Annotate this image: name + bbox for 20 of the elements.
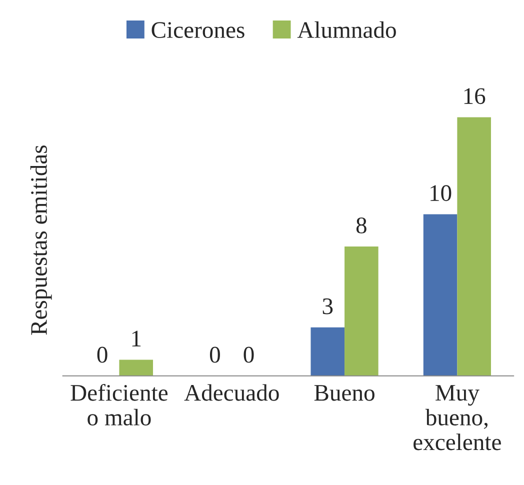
x-tick-label: Adecuado	[184, 384, 279, 401]
bar	[423, 214, 458, 376]
legend-label: Cicerones	[152, 22, 244, 38]
data-label: 0	[97, 346, 108, 363]
data-label: 8	[356, 217, 366, 234]
data-label: 3	[322, 298, 333, 314]
x-tick-label: Muy bueno, excelente	[414, 385, 501, 450]
bar	[457, 117, 491, 376]
data-label: 1	[132, 330, 141, 346]
bar	[119, 360, 154, 376]
y-axis-title: Respuestas emitidas	[30, 146, 52, 335]
data-label: 0	[210, 346, 220, 363]
data-label: 10	[430, 185, 452, 202]
bar	[344, 246, 378, 376]
bar	[310, 327, 345, 376]
x-tick-label: Deficiente o malo	[70, 384, 168, 426]
data-label: 0	[244, 346, 254, 363]
data-label: 16	[464, 88, 486, 104]
x-tick-label: Bueno	[314, 385, 374, 401]
legend-label: Alumnado	[297, 21, 396, 38]
